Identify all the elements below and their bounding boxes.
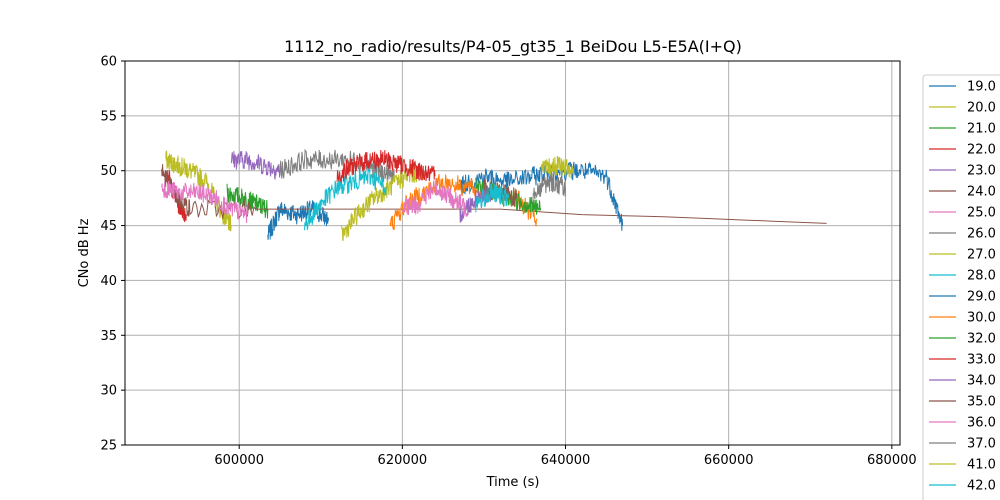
x-tick-label: 640000 [541, 453, 591, 468]
legend: 19.0 20.0 21.0 22.0 23.0 24.0 25.0 26.0 27.0 28.0… [922, 74, 1000, 500]
plot-frame [124, 60, 901, 446]
legend-label-25.0: 25.0 [967, 206, 996, 221]
legend-label-42.0: 42.0 [967, 479, 996, 494]
legend-label-22.0: 22.0 [967, 143, 996, 158]
series-line-25.0 [161, 180, 248, 224]
legend-label-37.0: 37.0 [967, 437, 996, 452]
y-tick-label: 55 [100, 109, 117, 124]
y-tick-label: 30 [100, 384, 117, 399]
x-tick-label: 620000 [378, 453, 428, 468]
series-line-36.0 [401, 179, 469, 217]
chart-title: 1112_no_radio/results/P4-05_gt35_1 BeiDo… [284, 37, 742, 57]
legend-label-33.0: 33.0 [967, 353, 996, 368]
legend-label-29.0: 29.0 [967, 290, 996, 305]
legend-label-41.0: 41.0 [967, 458, 996, 473]
plot-area: 25 30 35 40 45 50 55 60 600000 620000 640000 660000… [100, 55, 916, 469]
y-tick-label: 50 [100, 164, 117, 179]
series-line-42.0 [475, 183, 509, 213]
x-tick-label: 660000 [704, 453, 754, 468]
legend-label-19.0: 19.0 [967, 80, 996, 95]
x-tick-label: 680000 [867, 453, 917, 468]
legend-label-20.0: 20.0 [967, 101, 996, 116]
y-tick-label: 45 [100, 219, 117, 234]
legend-label-21.0: 21.0 [967, 122, 996, 137]
legend-box [922, 74, 1000, 500]
series-line-33.0 [336, 149, 436, 184]
x-axis-title: Time (s) [486, 475, 540, 490]
y-axis-title: CNo dB Hz [77, 218, 92, 287]
legend-label-34.0: 34.0 [967, 374, 996, 389]
series-line-41.0 [540, 155, 575, 179]
legend-label-36.0: 36.0 [967, 416, 996, 431]
legend-label-32.0: 32.0 [967, 332, 996, 347]
series-line-29.0 [459, 161, 624, 231]
legend-label-23.0: 23.0 [967, 164, 996, 179]
series-line-19.0 [267, 200, 330, 240]
legend-label-30.0: 30.0 [967, 311, 996, 326]
series-line-26.0 [279, 148, 395, 185]
series-line-20.0 [165, 150, 232, 232]
legend-label-35.0: 35.0 [967, 395, 996, 410]
y-tick-label: 25 [100, 439, 117, 454]
series-line-37.0 [532, 173, 566, 203]
series-line-23.0 [230, 151, 281, 180]
series-line-28.0 [304, 168, 387, 231]
y-tick-label: 40 [100, 274, 117, 289]
legend-label-28.0: 28.0 [967, 269, 996, 284]
y-tick-label: 35 [100, 329, 117, 344]
legend-label-24.0: 24.0 [967, 185, 996, 200]
y-tick-label: 60 [100, 55, 117, 70]
x-tick-label: 600000 [214, 453, 264, 468]
legend-label-27.0: 27.0 [967, 248, 996, 263]
legend-label-26.0: 26.0 [967, 227, 996, 242]
